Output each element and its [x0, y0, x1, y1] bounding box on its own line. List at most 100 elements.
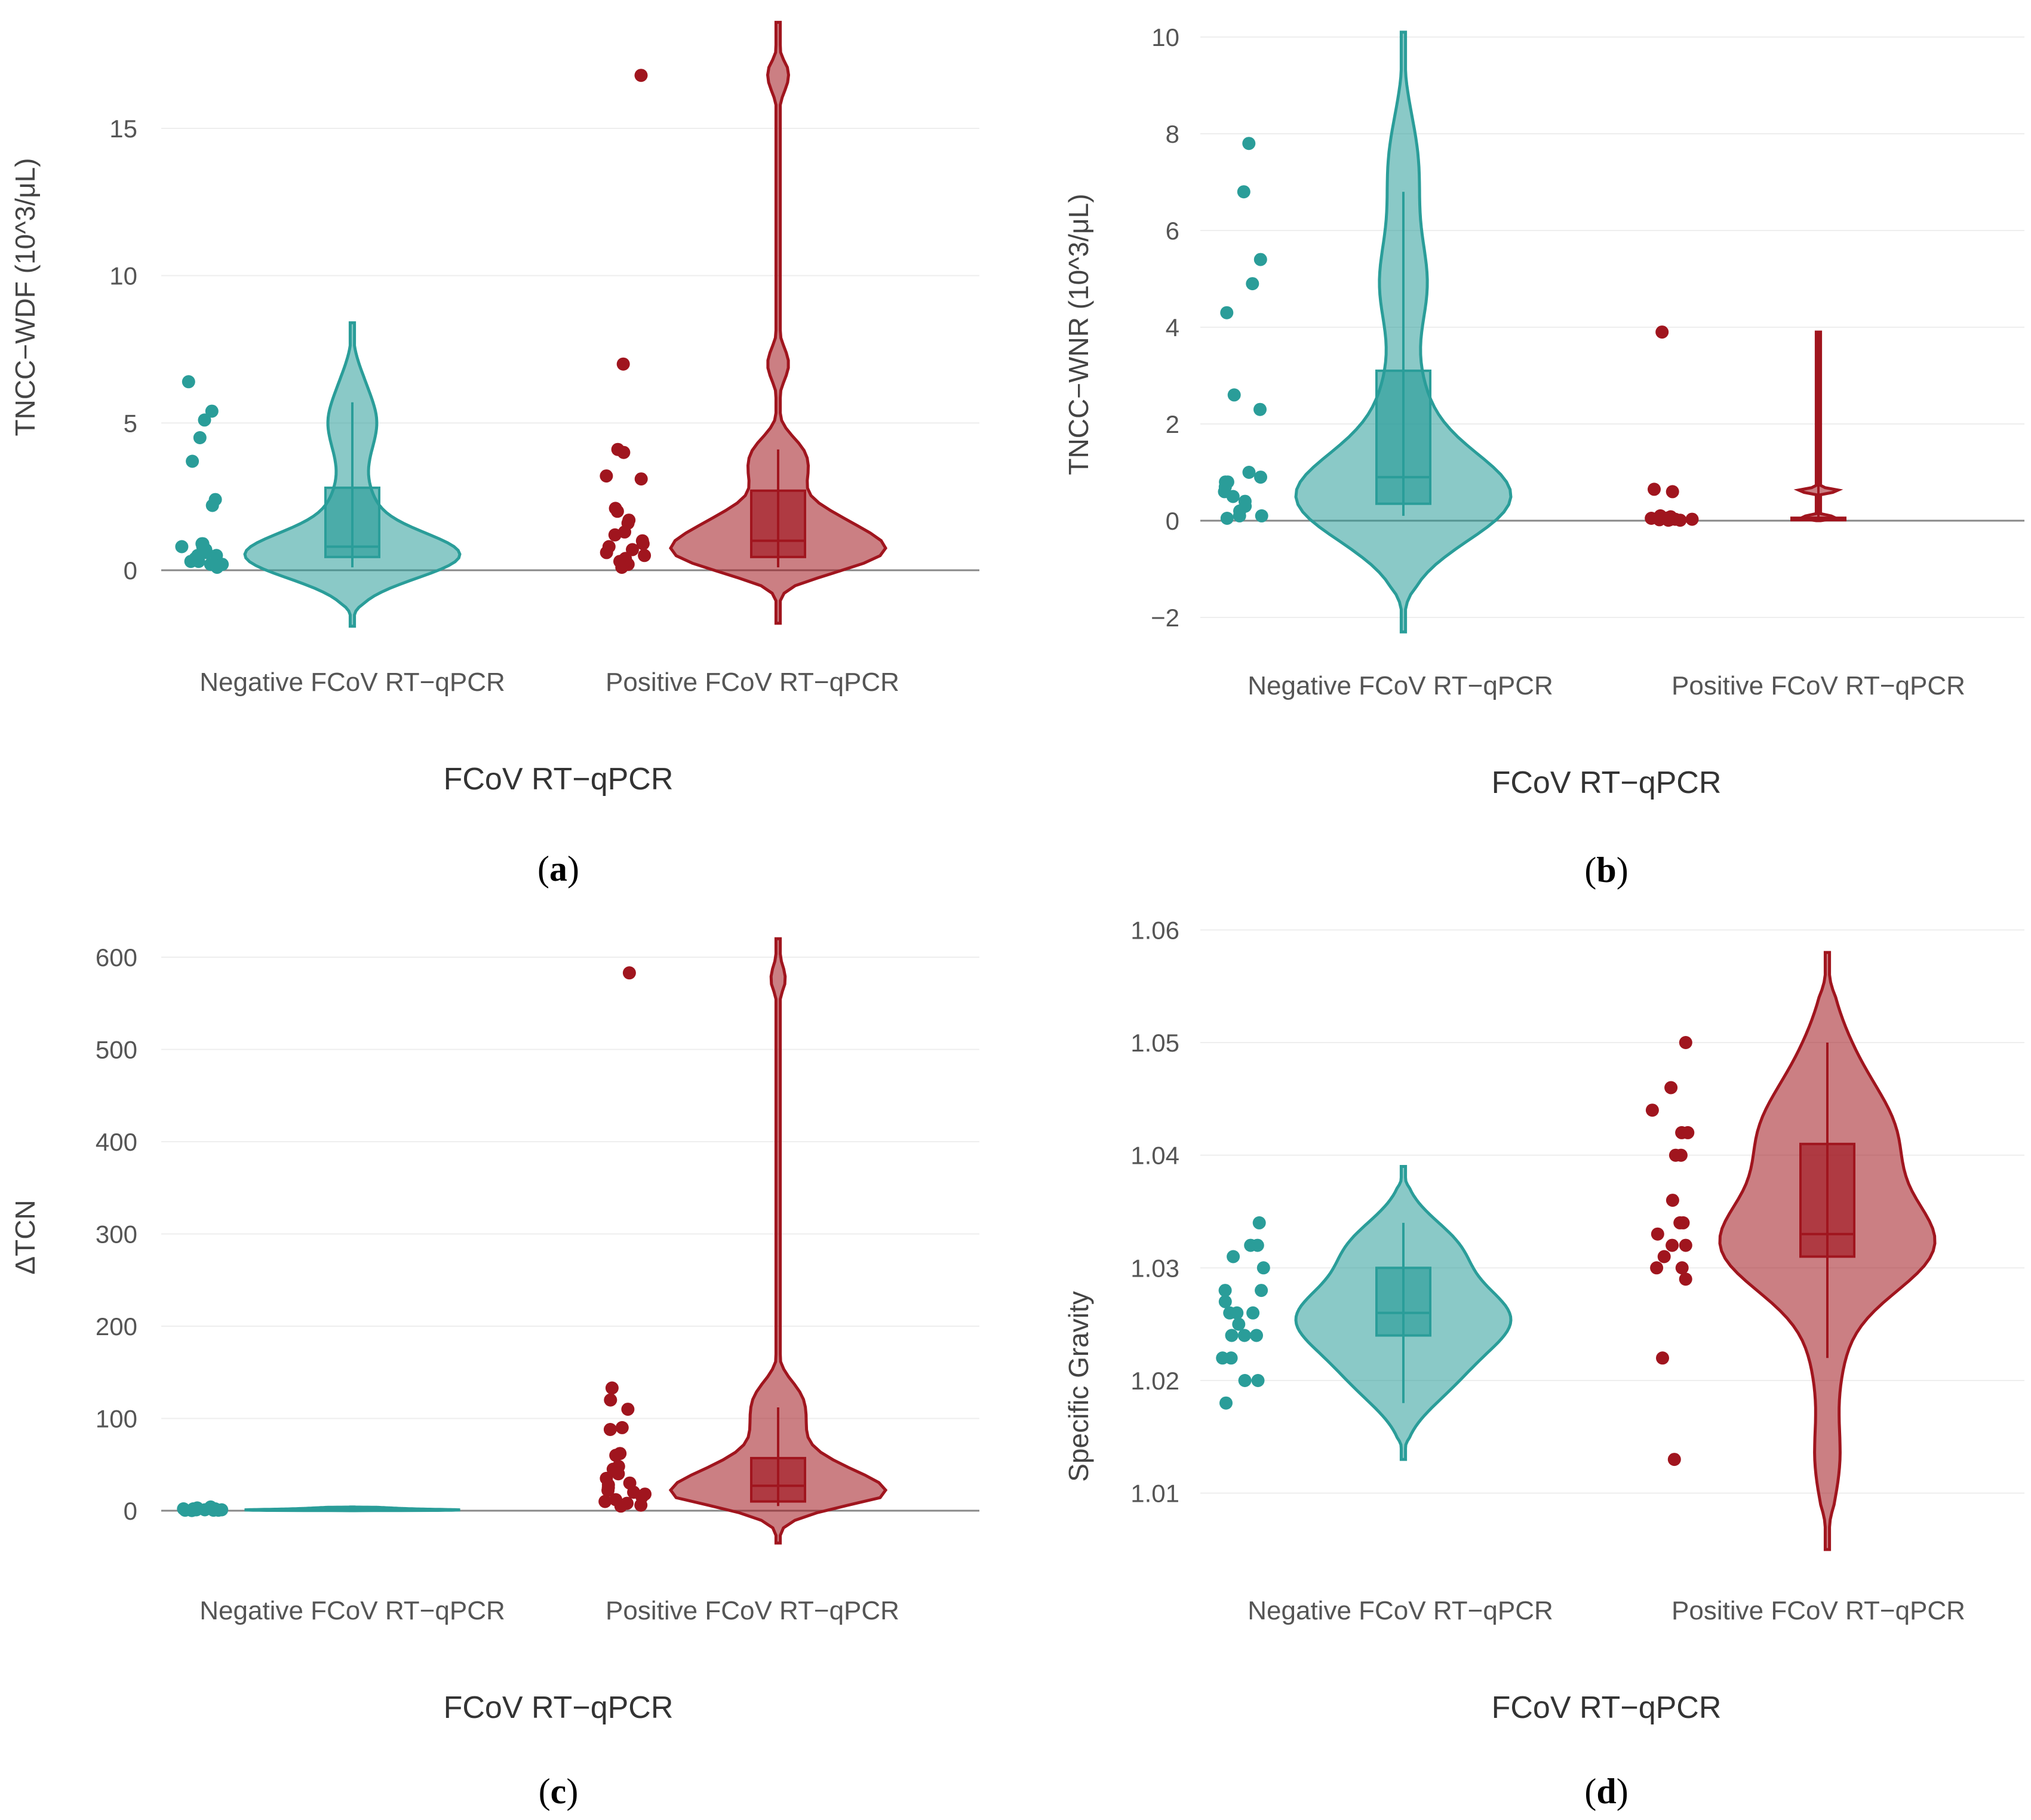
box	[750, 1456, 806, 1503]
data-point	[1656, 1351, 1669, 1365]
data-point	[614, 1499, 628, 1513]
y-tick-label: 300	[96, 1220, 137, 1249]
series-positive	[598, 937, 888, 1545]
y-axis-title: TNCC−WDF (10^3/μL)	[10, 158, 41, 436]
data-point	[1657, 1250, 1671, 1263]
data-point	[1256, 1261, 1270, 1275]
data-point	[615, 1421, 629, 1434]
y-tick-label: −2	[1151, 604, 1179, 632]
chart-panel-a: 0 5 10 15 TNCC−WDF (10^3/μL) Negative FCoV RT…	[10, 20, 979, 889]
data-point	[198, 413, 211, 427]
data-point	[600, 469, 613, 483]
y-tick-label: 10	[109, 262, 137, 290]
data-point	[605, 1381, 619, 1395]
data-point	[210, 561, 224, 574]
data-point	[1250, 1238, 1264, 1252]
data-point	[622, 966, 636, 980]
data-point	[636, 537, 650, 551]
data-point	[1651, 1227, 1664, 1241]
data-point	[1667, 1453, 1681, 1467]
box	[1375, 369, 1431, 505]
data-point	[1242, 466, 1256, 479]
y-tick-label: 2	[1166, 410, 1179, 438]
y-tick-label: 15	[109, 115, 137, 143]
data-point	[610, 505, 624, 518]
data-point	[1220, 512, 1234, 525]
data-point	[1673, 1216, 1687, 1229]
y-tick-label: 1.05	[1130, 1029, 1179, 1057]
data-point	[1227, 1250, 1240, 1263]
data-point	[1685, 512, 1699, 526]
data-point	[1246, 277, 1259, 291]
series-negative	[175, 321, 462, 628]
data-point	[616, 357, 630, 371]
x-axis-title: FCoV RT−qPCR	[1492, 1690, 1722, 1725]
series-positive	[600, 20, 887, 625]
data-point	[1666, 485, 1679, 499]
y-tick-label: 4	[1166, 313, 1179, 342]
chart-panel-c: 0 100 200 300 400 500 600 ΔTCN Negative FCoV RT−…	[10, 937, 979, 1811]
panel-label: (a)	[537, 849, 579, 889]
y-tick-label: 6	[1166, 217, 1179, 245]
y-tick-label: 0	[1166, 507, 1179, 535]
data-point	[1227, 388, 1241, 402]
data-point	[598, 1495, 612, 1508]
data-point	[1650, 1261, 1664, 1275]
x-category-label: Negative FCoV RT−qPCR	[1248, 1596, 1553, 1625]
chart-panel-b: −2 0 2 4 6 8 10 TNCC−WNR (10^3/μL) Negative FCoV…	[1063, 23, 2024, 890]
data-point	[1679, 1238, 1692, 1252]
data-point	[634, 472, 648, 486]
y-tick-label: 5	[124, 409, 137, 437]
x-axis-title: FCoV RT−qPCR	[1492, 765, 1722, 800]
box	[1799, 1142, 1855, 1258]
data-point	[1679, 1036, 1692, 1049]
y-tick-label: 0	[124, 557, 137, 585]
data-point	[638, 549, 652, 562]
data-point	[211, 1504, 225, 1517]
data-point	[603, 1423, 617, 1436]
chart-panel-d: 1.01 1.02 1.03 1.04 1.05 1.06 Specific Gravity…	[1063, 916, 2024, 1811]
data-point	[185, 1504, 199, 1517]
box	[324, 486, 380, 558]
x-category-label: Negative FCoV RT−qPCR	[1248, 671, 1553, 700]
data-point	[1655, 325, 1669, 339]
series-positive	[1645, 951, 1937, 1551]
series-negative	[177, 1500, 460, 1517]
x-axis-title: FCoV RT−qPCR	[444, 762, 674, 797]
data-point	[184, 555, 198, 568]
data-point	[608, 528, 622, 542]
y-tick-label: 400	[96, 1128, 137, 1156]
data-point	[182, 375, 195, 389]
data-point	[1237, 185, 1250, 199]
data-point	[1216, 1351, 1230, 1365]
box	[750, 489, 806, 558]
y-tick-label: 1.04	[1130, 1142, 1179, 1170]
data-point	[634, 1498, 648, 1512]
data-point	[1250, 1329, 1263, 1342]
data-point	[193, 431, 207, 444]
y-tick-label: 1.01	[1130, 1480, 1179, 1508]
y-tick-label: 10	[1151, 23, 1179, 51]
data-point	[1253, 253, 1267, 266]
y-tick-label: 0	[124, 1497, 137, 1525]
x-category-label: Positive FCoV RT−qPCR	[1671, 671, 1965, 700]
data-point	[1661, 514, 1675, 527]
data-point	[621, 1403, 635, 1416]
data-point	[1218, 1284, 1232, 1298]
data-point	[1246, 1306, 1260, 1320]
data-point	[1219, 1396, 1233, 1410]
data-point	[1645, 1103, 1659, 1117]
x-category-label: Positive FCoV RT−qPCR	[606, 1596, 899, 1625]
data-point	[1255, 509, 1268, 522]
data-point	[1666, 1194, 1679, 1207]
panel-label: (b)	[1584, 850, 1628, 890]
violin	[669, 20, 887, 625]
data-point	[1669, 1148, 1682, 1162]
x-category-label: Negative FCoV RT−qPCR	[199, 668, 505, 697]
y-tick-label: 1.03	[1130, 1254, 1179, 1282]
data-point	[1225, 1329, 1239, 1342]
data-point	[1666, 1238, 1679, 1252]
data-point	[1251, 1374, 1265, 1387]
y-tick-label: 1.02	[1130, 1367, 1179, 1395]
